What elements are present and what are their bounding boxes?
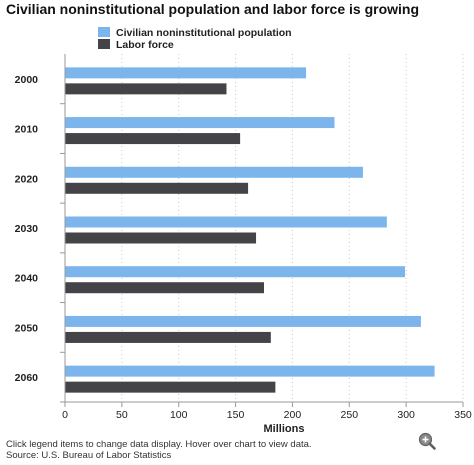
legend-item[interactable]: Labor force (98, 39, 174, 51)
x-axis: 0 50 100 150 200 250 300 350 (60, 54, 472, 421)
bar-labor-force[interactable] (65, 381, 276, 393)
legend-swatch (98, 27, 110, 37)
y-category-label: 2060 (15, 372, 39, 384)
y-category-label: 2020 (15, 173, 39, 185)
bar-population[interactable] (65, 67, 307, 79)
bar-labor-force[interactable] (65, 133, 241, 145)
y-category-label: 2050 (15, 322, 39, 334)
footer-hint: Click legend items to change data displa… (6, 439, 312, 450)
bar-population[interactable] (65, 166, 363, 178)
bar-labor-force[interactable] (65, 83, 227, 95)
x-tick-label: 0 (62, 409, 68, 421)
y-category-label: 2030 (15, 223, 39, 235)
y-category-label: 2010 (15, 124, 39, 136)
bar-population[interactable] (65, 315, 421, 327)
x-tick-label: 200 (284, 409, 302, 421)
bar-labor-force[interactable] (65, 331, 271, 343)
x-tick-label: 250 (341, 409, 359, 421)
legend[interactable]: Civilian noninstitutional populationLabo… (98, 27, 292, 51)
bar-population[interactable] (65, 266, 406, 278)
x-tick-label: 350 (454, 409, 472, 421)
y-category-label: 2000 (15, 74, 39, 86)
x-tick-label: 50 (116, 409, 128, 421)
legend-label: Civilian noninstitutional population (116, 27, 292, 39)
x-tick-label: 300 (397, 409, 415, 421)
bar-labor-force[interactable] (65, 182, 249, 194)
chart-title: Civilian noninstitutional population and… (6, 1, 419, 17)
bars[interactable] (65, 67, 435, 393)
bar-labor-force[interactable] (65, 282, 264, 294)
zoom-in-icon[interactable] (418, 432, 436, 450)
y-category-label: 2040 (15, 273, 39, 285)
bar-chart[interactable]: 2000 2010 2020 2030 2040 2050 2060 0 50 100 150 20… (0, 0, 474, 432)
legend-swatch (98, 39, 110, 49)
legend-item[interactable]: Civilian noninstitutional population (98, 27, 292, 39)
bar-population[interactable] (65, 216, 387, 228)
bar-labor-force[interactable] (65, 232, 257, 244)
x-tick-label: 100 (170, 409, 188, 421)
footer-source: Source: U.S. Bureau of Labor Statistics (6, 450, 172, 461)
grid-lines (121, 54, 464, 402)
bar-population[interactable] (65, 117, 335, 129)
x-axis-title: Millions (264, 423, 305, 432)
legend-label: Labor force (116, 39, 174, 51)
bar-population[interactable] (65, 365, 435, 377)
x-tick-label: 150 (227, 409, 245, 421)
category-labels: 2000 2010 2020 2030 2040 2050 2060 (15, 74, 39, 384)
footer: Click legend items to change data displa… (6, 439, 312, 461)
